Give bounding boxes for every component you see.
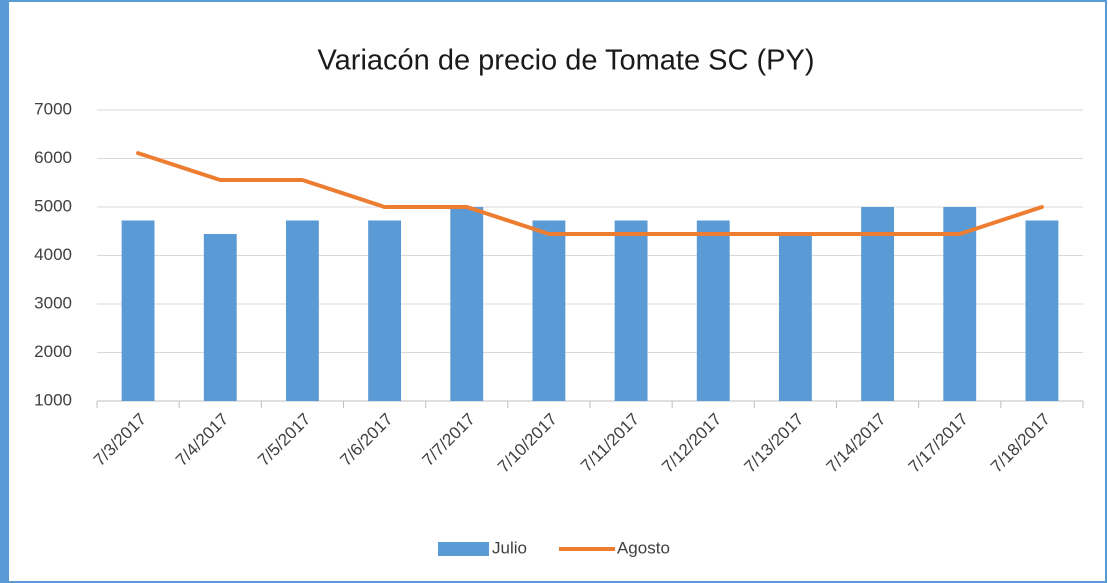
bar — [285, 220, 319, 401]
y-tick-label: 2000 — [34, 342, 72, 361]
y-tick-label: 6000 — [34, 148, 72, 167]
y-tick-label: 1000 — [34, 390, 72, 409]
bar — [778, 233, 812, 401]
bar — [532, 220, 566, 401]
y-tick-label: 3000 — [34, 293, 72, 312]
y-tick-label: 4000 — [34, 245, 72, 264]
bar — [696, 220, 730, 401]
y-tick-label: 7000 — [34, 99, 72, 118]
legend-swatch — [438, 542, 489, 556]
y-tick-label: 5000 — [34, 196, 72, 215]
bar — [203, 233, 237, 401]
chart-title: Variacón de precio de Tomate SC (PY) — [317, 45, 814, 77]
bar — [121, 220, 155, 401]
bar — [861, 207, 895, 401]
bar — [450, 207, 484, 401]
frame-left-edge — [0, 0, 9, 583]
bar — [1025, 220, 1059, 401]
bar — [614, 220, 648, 401]
legend-label: Agosto — [617, 538, 670, 557]
bar — [943, 207, 977, 401]
bar — [368, 220, 402, 401]
legend-label: Julio — [492, 538, 527, 557]
line — [136, 151, 1044, 236]
